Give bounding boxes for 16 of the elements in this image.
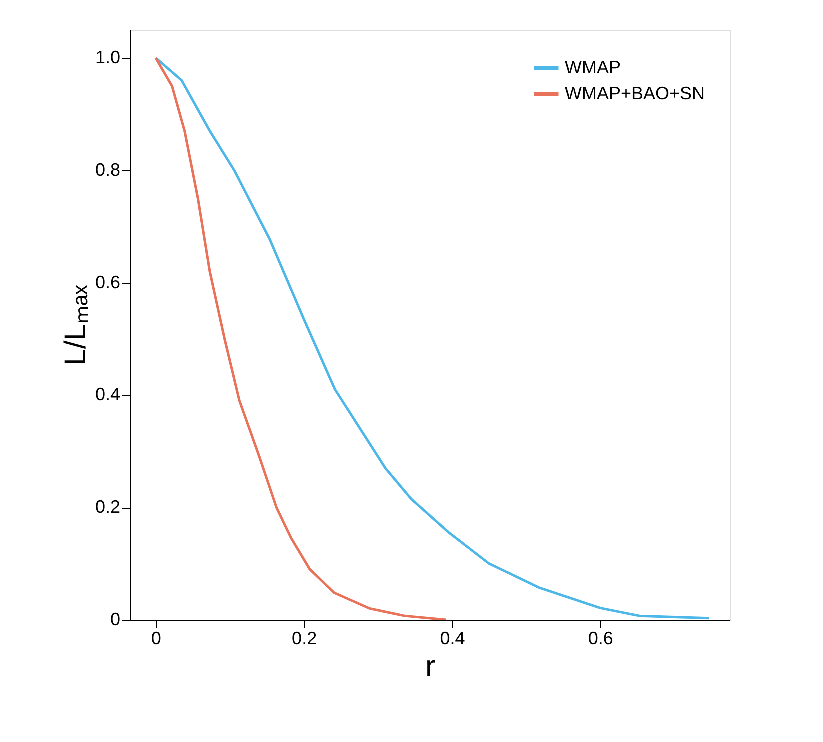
- x-tick-label: 0: [151, 628, 162, 648]
- y-tick-label: 0.8: [95, 160, 120, 180]
- y-tick-label: 0.6: [95, 272, 120, 292]
- y-tick-label: 1.0: [95, 48, 120, 68]
- x-tick-label: 0.6: [588, 628, 614, 648]
- x-axis-title: r: [426, 650, 436, 684]
- y-tick-label: 0.4: [95, 384, 120, 405]
- x-tick-label: 0.2: [292, 628, 318, 648]
- legend-label: WMAP: [565, 58, 621, 78]
- y-tick-label: 0: [110, 610, 120, 630]
- line-series: [154, 56, 448, 620]
- y-axis-title: L/Lₘₐₓ: [59, 284, 92, 366]
- legend-label: WMAP+BAO+SN: [565, 84, 706, 104]
- y-tick-label: 0.2: [95, 497, 120, 518]
- x-tick-label: 0.4: [440, 628, 466, 648]
- line-series: [154, 56, 711, 620]
